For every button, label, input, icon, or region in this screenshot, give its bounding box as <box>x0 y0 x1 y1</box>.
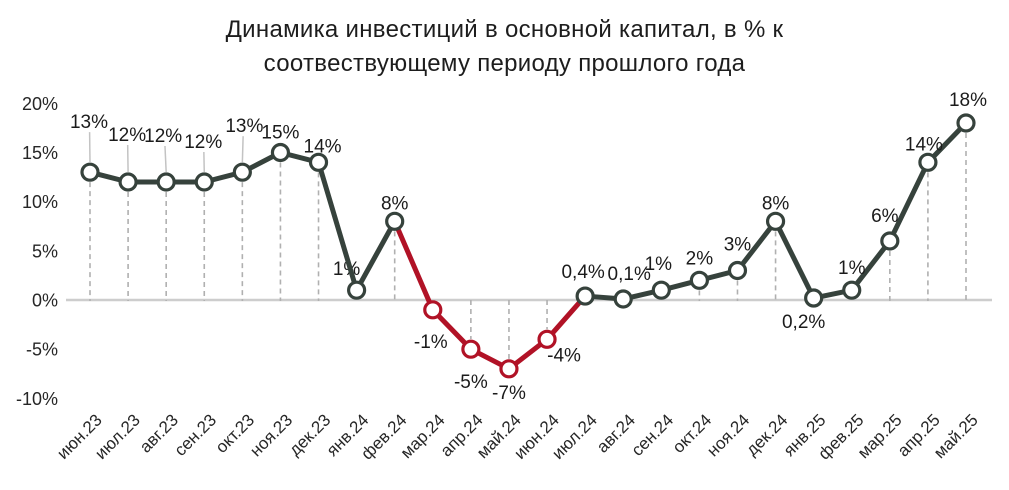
label-leader-line <box>241 136 244 163</box>
data-point-marker <box>727 260 748 281</box>
data-point-label: 1% <box>645 254 673 275</box>
label-leader-line <box>164 145 167 173</box>
data-point-label: 2% <box>686 248 714 269</box>
y-axis-tick-label: -10% <box>16 389 58 409</box>
data-point-marker <box>575 286 595 306</box>
data-point-marker <box>308 152 329 172</box>
data-point-label: -1% <box>414 332 448 353</box>
chart-title: Динамика инвестиций в основной капитал, … <box>0 13 1009 81</box>
chart-title-line1: Динамика инвестиций в основной капитал, … <box>225 16 784 43</box>
y-axis-tick-label: -5% <box>26 340 58 360</box>
y-axis-tick-label: 15% <box>22 143 58 163</box>
data-point-label: 1% <box>838 258 866 279</box>
x-axis-tick-label: сен.23 <box>171 410 220 459</box>
data-point-marker <box>918 152 938 172</box>
data-point-marker <box>765 211 786 231</box>
data-point-marker <box>613 289 633 309</box>
data-point-marker <box>80 162 100 182</box>
data-point-label: 12% <box>184 132 222 153</box>
x-axis-tick-label: сен.24 <box>628 410 677 459</box>
data-point-label: 8% <box>381 193 409 214</box>
data-point-label: 0,4% <box>561 262 604 283</box>
data-point-label: 13% <box>70 112 108 133</box>
data-point-marker <box>270 142 291 163</box>
data-point-label: 15% <box>261 123 299 144</box>
data-point-marker <box>423 300 443 320</box>
data-point-marker <box>156 172 176 192</box>
chart-title-line2: соотвествующему периоду прошлого года <box>263 50 746 78</box>
data-point-label: 13% <box>225 116 263 137</box>
data-point-marker <box>956 113 976 133</box>
data-point-marker <box>804 288 824 308</box>
data-point-label: 0,1% <box>608 264 651 285</box>
data-point-label: 18% <box>949 90 987 111</box>
data-point-label: 6% <box>871 206 899 227</box>
data-point-label: 14% <box>905 134 943 155</box>
data-point-label: 0,2% <box>782 312 825 333</box>
decline-line-segment <box>392 218 588 372</box>
y-axis-tick-label: 0% <box>32 291 58 311</box>
data-point-marker <box>689 270 709 290</box>
x-axis-tick-label: ноя.24 <box>703 410 753 460</box>
x-axis-tick-label: ноя.23 <box>246 410 296 460</box>
data-point-marker <box>118 172 138 192</box>
data-point-label: -4% <box>547 345 581 366</box>
data-point-marker <box>651 280 671 300</box>
data-point-marker <box>537 329 557 349</box>
data-point-marker <box>842 280 862 300</box>
data-point-marker <box>880 231 900 251</box>
data-point-marker <box>194 172 214 192</box>
data-point-label: -5% <box>454 372 488 393</box>
data-point-label: 3% <box>724 235 752 256</box>
data-point-marker <box>499 359 519 379</box>
y-axis-tick-label: 5% <box>32 241 58 261</box>
data-point-marker <box>461 339 481 359</box>
data-point-marker <box>232 162 252 182</box>
data-point-label: -7% <box>492 383 526 404</box>
data-point-marker <box>385 211 405 231</box>
data-point-label: 12% <box>144 126 182 147</box>
y-axis-tick-label: 20% <box>22 94 58 114</box>
data-point-label: 12% <box>108 125 146 146</box>
data-point-label: 8% <box>762 193 790 214</box>
y-axis-tick-label: 10% <box>22 192 58 212</box>
data-point-label: 14% <box>304 136 342 157</box>
data-point-marker <box>347 280 367 300</box>
